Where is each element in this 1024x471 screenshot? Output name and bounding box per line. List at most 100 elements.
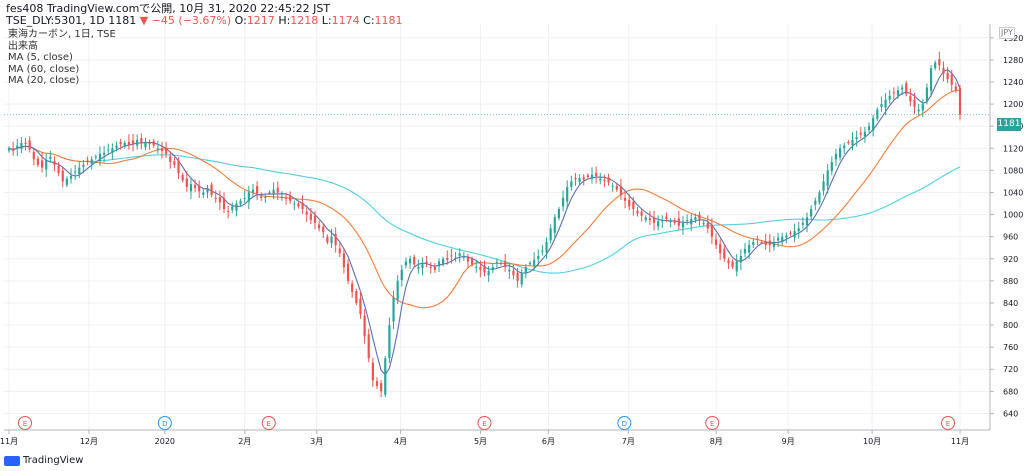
candle-body <box>247 192 250 202</box>
candle-body <box>313 215 317 223</box>
candle-body <box>98 153 102 161</box>
candle-body <box>520 272 523 285</box>
candle <box>760 239 763 245</box>
candle-body <box>148 142 151 144</box>
candle-body <box>892 92 895 94</box>
candle-body <box>483 266 486 273</box>
candle <box>938 51 941 71</box>
candle-body <box>222 198 226 210</box>
candle <box>384 355 387 398</box>
candle <box>173 157 176 168</box>
candle <box>470 256 474 267</box>
candle <box>177 157 180 179</box>
candle <box>363 309 366 344</box>
x-tick-label: 11月 <box>951 437 969 446</box>
candle <box>421 257 424 276</box>
candle-body <box>528 263 532 265</box>
candle-body <box>334 234 337 245</box>
candle <box>669 218 672 228</box>
candle <box>313 210 317 230</box>
candle-body <box>917 109 920 112</box>
candle <box>508 263 511 279</box>
candle <box>289 191 292 204</box>
candle-body <box>644 217 647 221</box>
candle <box>251 183 255 197</box>
candle-body <box>611 185 614 187</box>
candle-body <box>144 141 147 148</box>
candle <box>417 259 420 274</box>
candle-body <box>198 185 201 192</box>
candle <box>814 197 817 211</box>
legend-title[interactable]: 東海カーボン, 1日, TSE <box>8 29 116 40</box>
currency-badge: JPY <box>999 27 1015 39</box>
candle-body <box>607 177 610 183</box>
candle-body <box>628 199 631 207</box>
candle-body <box>53 160 56 165</box>
candle-body <box>131 140 135 144</box>
legend-ma5[interactable]: MA (5, close) <box>8 52 73 63</box>
candle-body <box>446 257 449 260</box>
candle-body <box>574 177 577 180</box>
candle-body <box>210 184 213 196</box>
candle <box>822 173 825 196</box>
candle <box>748 240 751 259</box>
legend-volume[interactable]: 出来高 <box>8 40 38 52</box>
candle <box>326 234 329 245</box>
candle-body <box>838 148 842 158</box>
candle <box>111 143 114 160</box>
y-tick-label: 1280 <box>1003 56 1023 65</box>
candle-body <box>284 197 288 199</box>
candle <box>318 220 321 232</box>
candle <box>483 260 486 277</box>
candle-body <box>322 226 325 233</box>
candle <box>425 255 428 268</box>
candle-body <box>491 267 494 271</box>
candle <box>334 227 337 253</box>
candle-body <box>177 160 180 174</box>
candle <box>950 69 953 92</box>
candle <box>607 173 610 186</box>
low-value: 1174 <box>331 14 360 27</box>
candle <box>495 258 499 269</box>
candle-body <box>243 198 246 199</box>
candle <box>541 244 544 256</box>
candle-body <box>152 141 155 146</box>
candle <box>888 90 891 104</box>
candle-body <box>119 141 122 144</box>
candle <box>45 153 48 177</box>
candle <box>78 161 81 179</box>
candle <box>752 238 755 249</box>
candle-body <box>595 173 598 176</box>
candle-body <box>950 74 953 85</box>
event-marker-label: D <box>622 420 627 428</box>
open-value: 1217 <box>246 14 275 27</box>
candle <box>309 207 312 225</box>
candle <box>595 166 598 184</box>
candle <box>714 233 718 249</box>
candle-body <box>822 181 825 191</box>
candle-body <box>375 381 379 386</box>
candle <box>942 61 945 82</box>
candle <box>408 255 412 270</box>
candle-body <box>884 99 887 108</box>
x-tick-label: 9月 <box>782 437 795 446</box>
legend-ma20[interactable]: MA (20, close) <box>8 75 80 86</box>
x-tick-label: 2020 <box>155 437 175 446</box>
candle <box>905 80 908 97</box>
candle <box>909 88 912 107</box>
candle-body <box>942 68 945 74</box>
candle-body <box>888 95 891 100</box>
candle-body <box>896 90 900 96</box>
candle <box>103 146 106 163</box>
y-tick-label: 1240 <box>1003 78 1023 87</box>
tradingview-brand[interactable]: TradingView <box>4 455 83 466</box>
candle <box>210 182 213 198</box>
candle-body <box>512 270 515 276</box>
candle-body <box>69 175 73 179</box>
publish-text: fes408 TradingView.comで公開, 10月 31, 2020 … <box>6 2 331 15</box>
legend-ma60[interactable]: MA (60, close) <box>8 63 80 75</box>
close-value: 1181 <box>374 14 403 27</box>
candle-body <box>557 209 561 219</box>
y-tick-label: 720 <box>1003 365 1018 374</box>
